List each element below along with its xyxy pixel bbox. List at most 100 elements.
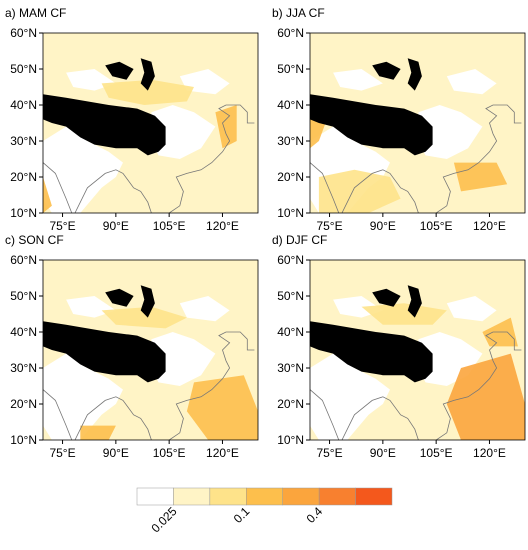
masked-region (407, 285, 422, 318)
masked-region (310, 94, 433, 156)
masked-region (105, 288, 134, 307)
lat-label: 40°N (10, 98, 37, 112)
lat-label: 40°N (277, 98, 304, 112)
panel-title: c) SON CF (5, 233, 64, 247)
masked-region (372, 61, 401, 80)
high-region (446, 353, 525, 440)
high-region (318, 169, 401, 213)
lon-label: 120°E (206, 219, 239, 233)
lat-label: 60°N (277, 26, 304, 40)
high-region (186, 375, 258, 440)
low-region (179, 296, 230, 322)
lon-label: 75°E (316, 219, 342, 233)
lon-label: 90°E (103, 219, 129, 233)
coastline (310, 389, 419, 440)
colorbar-swatch (282, 487, 320, 506)
lat-label: 30°N (10, 361, 37, 375)
lat-label: 10°N (277, 206, 304, 220)
lon-label: 90°E (370, 219, 396, 233)
map-area (310, 33, 525, 213)
colorbar-label: 0.1 (231, 504, 253, 526)
panel-title: d) DJF CF (272, 233, 327, 247)
colorbar: 0.025 0.1 0.4 (136, 487, 393, 535)
masked-region (407, 58, 422, 91)
panel-frame (309, 32, 526, 214)
low-region (446, 69, 497, 95)
map-panel: a) MAM CF 60°N 50°N 40°N 30°N 20°N 10°N 75°E 90°… (5, 6, 259, 233)
panel-frame (42, 259, 259, 441)
lon-label: 105°E (420, 446, 453, 460)
high-region (101, 306, 187, 329)
lat-label: 60°N (277, 253, 304, 267)
masked-region (43, 321, 166, 383)
high-region (43, 177, 52, 213)
lat-label: 10°N (10, 433, 37, 447)
high-region (361, 303, 447, 325)
colorbar-swatch (318, 487, 356, 506)
map-area (43, 260, 258, 440)
low-region (418, 105, 483, 159)
colorbar-label: 0.025 (148, 504, 179, 535)
coastline (168, 331, 255, 440)
lat-label: 40°N (277, 325, 304, 339)
lon-label: 120°E (206, 446, 239, 460)
masked-region (43, 94, 166, 156)
high-region (80, 425, 116, 440)
colorbar-swatch (355, 487, 393, 506)
lon-label: 75°E (49, 219, 75, 233)
lon-label: 75°E (316, 446, 342, 460)
high-region (215, 105, 237, 149)
low-region (151, 332, 216, 386)
masked-region (140, 285, 155, 318)
colorbar-swatch (209, 487, 247, 506)
coastline (43, 389, 152, 440)
lat-label: 50°N (277, 289, 304, 303)
masked-region (310, 321, 433, 383)
lat-label: 60°N (10, 26, 37, 40)
lon-label: 75°E (49, 446, 75, 460)
lon-label: 120°E (473, 219, 506, 233)
map-area (310, 260, 525, 440)
lon-label: 120°E (473, 446, 506, 460)
lat-label: 30°N (10, 134, 37, 148)
colorbar-swatch (173, 487, 211, 506)
map-panel: c) SON CF 60°N 50°N 40°N 30°N 20°N 10°N 75°E 90°… (5, 233, 259, 460)
coastline (43, 162, 152, 213)
lat-label: 50°N (10, 289, 37, 303)
lat-label: 40°N (10, 325, 37, 339)
low-region (151, 105, 216, 159)
colorbar-swatch (246, 487, 283, 506)
map-area (43, 33, 258, 213)
lat-label: 30°N (277, 134, 304, 148)
masked-region (372, 288, 401, 307)
panel-frame (42, 32, 259, 214)
coastline (435, 104, 522, 213)
lat-label: 50°N (10, 62, 37, 76)
lat-label: 10°N (10, 206, 37, 220)
coastline (435, 331, 522, 440)
high-region (101, 79, 194, 105)
lon-label: 90°E (103, 446, 129, 460)
lon-label: 105°E (153, 446, 186, 460)
low-region (446, 296, 497, 322)
lat-label: 20°N (10, 170, 37, 184)
panel-title: b) JJA CF (272, 6, 325, 20)
panel-frame (309, 259, 526, 441)
lon-label: 105°E (420, 219, 453, 233)
lat-label: 20°N (10, 397, 37, 411)
coastline (310, 162, 419, 213)
lon-label: 105°E (153, 219, 186, 233)
lat-label: 20°N (277, 170, 304, 184)
lat-label: 50°N (277, 62, 304, 76)
map-panel: b) JJA CF 60°N 50°N 40°N 30°N 20°N 10°N 75°E 90°… (272, 6, 526, 233)
panel-title: a) MAM CF (5, 6, 66, 20)
lat-label: 60°N (10, 253, 37, 267)
masked-region (140, 58, 155, 91)
lat-label: 30°N (277, 361, 304, 375)
colorbar-label: 0.4 (304, 504, 326, 526)
coastline (168, 104, 255, 213)
masked-region (105, 61, 134, 80)
lon-label: 90°E (370, 446, 396, 460)
low-region (333, 69, 383, 91)
